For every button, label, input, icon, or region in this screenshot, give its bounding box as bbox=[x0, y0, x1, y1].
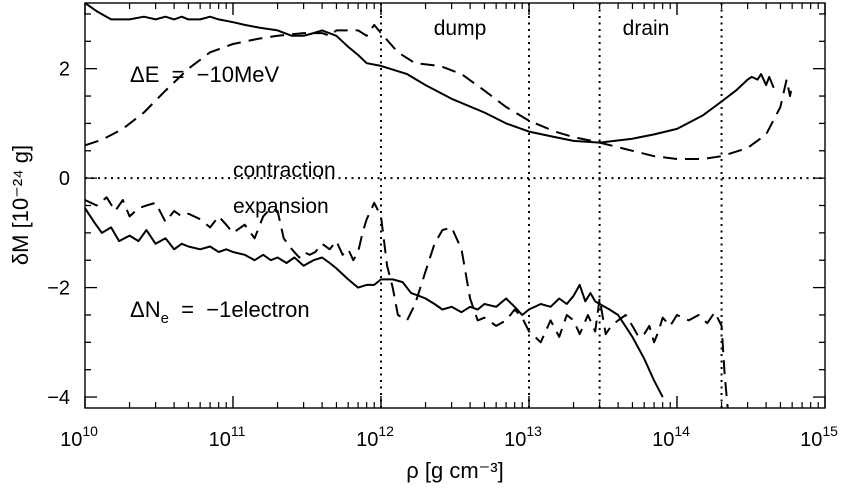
x-tick-base: 10 bbox=[356, 429, 378, 451]
x-tick-label: 1011 bbox=[209, 423, 246, 451]
x-tick-base: 10 bbox=[209, 429, 231, 451]
x-tick-base: 10 bbox=[504, 429, 526, 451]
region-label-dump: dump bbox=[434, 17, 487, 40]
x-tick-label: 1010 bbox=[60, 423, 98, 451]
series-line-3 bbox=[84, 196, 729, 409]
x-axis: 1010 1011 1012 1013 1014 1015 bbox=[60, 3, 838, 451]
x-tick-label: 1012 bbox=[356, 423, 394, 451]
delta-ne-suffix: = −1electron bbox=[169, 297, 310, 322]
series-line-0 bbox=[84, 2, 775, 144]
reference-lines bbox=[85, 3, 825, 408]
x-axis-label: ρ [g cm⁻³] bbox=[406, 458, 503, 483]
x-tick-label: 1013 bbox=[504, 423, 542, 451]
x-tick-exponent: 10 bbox=[82, 423, 98, 439]
y-axis-label: δM [10⁻²⁴ g] bbox=[8, 145, 33, 265]
series-layer bbox=[84, 2, 794, 409]
x-tick-label: 1014 bbox=[652, 423, 690, 451]
region-label-drain: drain bbox=[623, 17, 670, 40]
annotation-expansion: expansion bbox=[233, 195, 329, 218]
y-tick-label: 0 bbox=[59, 168, 70, 190]
x-tick-base: 10 bbox=[800, 429, 822, 451]
x-tick-base: 10 bbox=[652, 429, 674, 451]
y-tick-label: −4 bbox=[47, 387, 70, 409]
x-tick-exponent: 11 bbox=[231, 423, 246, 439]
x-tick-base: 10 bbox=[60, 429, 82, 451]
annotation-contraction: contraction bbox=[233, 159, 336, 182]
x-tick-exponent: 12 bbox=[378, 423, 394, 439]
series-label-delta-e: ΔE = −10MeV bbox=[130, 62, 280, 87]
series-line-1 bbox=[84, 23, 794, 160]
delta-ne-subscript: e bbox=[161, 310, 169, 327]
x-tick-exponent: 13 bbox=[526, 423, 542, 439]
x-tick-label: 1015 bbox=[800, 423, 838, 451]
x-tick-exponent: 14 bbox=[674, 423, 690, 439]
delta-ne-prefix: ΔN bbox=[130, 297, 161, 322]
y-tick-label: 2 bbox=[59, 59, 70, 81]
series-line-2 bbox=[84, 207, 664, 398]
y-tick-label: −2 bbox=[47, 278, 70, 300]
series-label-delta-ne: ΔNe = −1electron bbox=[130, 297, 310, 327]
x-tick-exponent: 15 bbox=[822, 423, 838, 439]
y-axis: −4 −2 0 2 bbox=[47, 13, 825, 409]
